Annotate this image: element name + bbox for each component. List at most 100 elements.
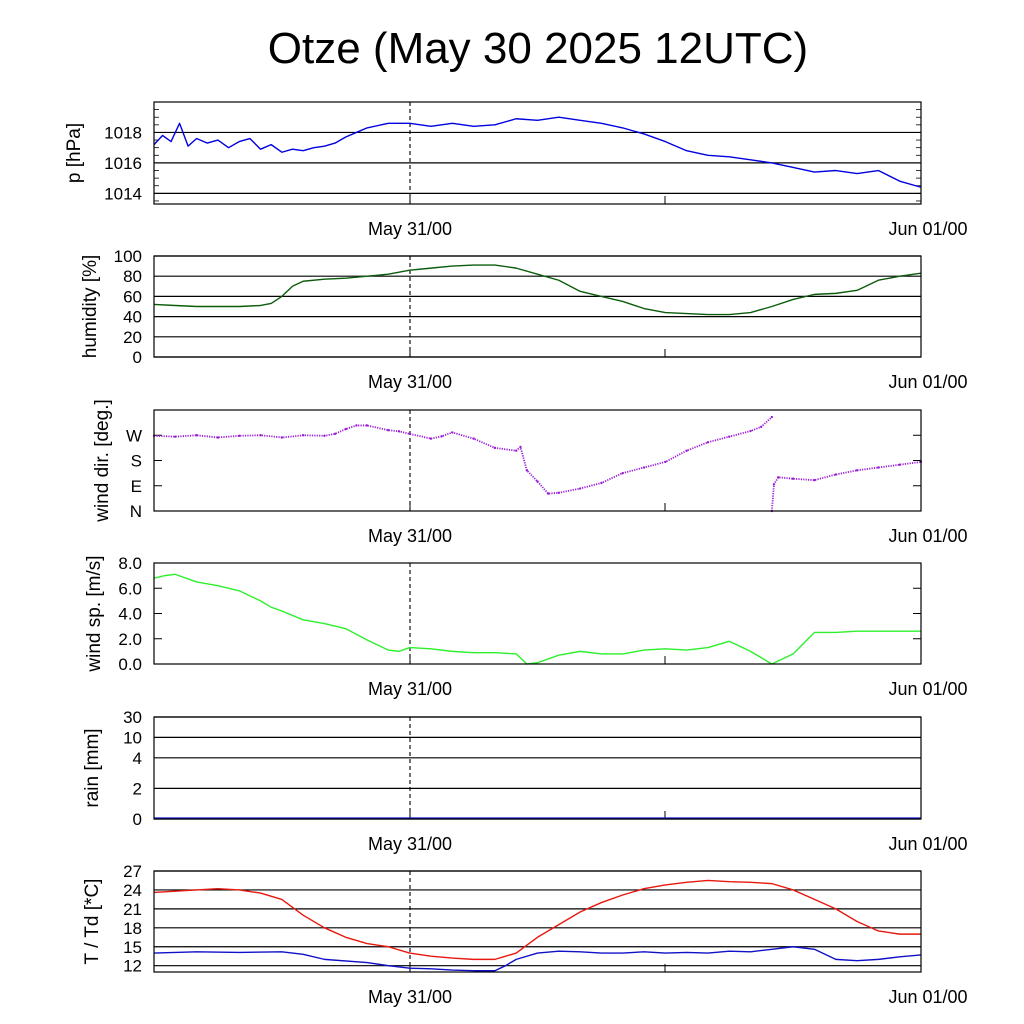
data-point bbox=[600, 481, 603, 485]
y-tick-label: 0 bbox=[133, 810, 142, 829]
data-point bbox=[195, 434, 198, 437]
data-point bbox=[280, 436, 284, 439]
data-point bbox=[760, 425, 763, 429]
x-tick-label: Jun 01/00 bbox=[888, 526, 967, 546]
data-point bbox=[772, 483, 776, 486]
data-point bbox=[749, 429, 752, 433]
data-point bbox=[514, 449, 518, 452]
y-tick-label: 15 bbox=[123, 938, 142, 957]
y-tick-label: 10 bbox=[123, 728, 142, 747]
data-point bbox=[301, 434, 305, 437]
data-point bbox=[429, 437, 433, 440]
y-tick-label: 8.0 bbox=[118, 554, 142, 573]
y-tick-label: N bbox=[130, 502, 142, 521]
y-tick-label: 0 bbox=[133, 348, 142, 367]
x-tick-label: May 31/00 bbox=[368, 987, 452, 1007]
y-tick-label: W bbox=[126, 426, 142, 445]
y-tick-label: 1018 bbox=[104, 123, 142, 142]
y-tick-label: S bbox=[131, 452, 142, 471]
data-point bbox=[408, 432, 411, 436]
data-point bbox=[685, 449, 688, 452]
panel-pressure: 1014 1016 1018 p [hPa] May 31/00 Jun 01/00 bbox=[64, 101, 968, 239]
data-point bbox=[519, 445, 522, 449]
y-axis-label: wind sp. [m/s] bbox=[84, 555, 105, 672]
data-point bbox=[706, 441, 710, 444]
data-point bbox=[493, 446, 497, 450]
y-tick-label: 30 bbox=[123, 708, 142, 727]
x-tick-label: May 31/00 bbox=[368, 219, 452, 239]
y-tick-label: 2 bbox=[133, 779, 142, 798]
data-point bbox=[472, 437, 475, 440]
x-tick-label: Jun 01/00 bbox=[888, 987, 967, 1007]
y-tick-label: 1014 bbox=[104, 184, 142, 203]
y-tick-label: 4 bbox=[133, 749, 142, 768]
panel-frame bbox=[153, 870, 922, 973]
data-point bbox=[621, 471, 624, 475]
x-tick-label: Jun 01/00 bbox=[888, 219, 967, 239]
y-tick-label: 2.0 bbox=[118, 630, 142, 649]
data-point bbox=[344, 427, 347, 431]
data-point bbox=[578, 487, 582, 490]
data-point bbox=[834, 473, 837, 476]
data-point bbox=[174, 435, 177, 438]
y-tick-label: E bbox=[131, 477, 142, 496]
data-point bbox=[238, 434, 241, 438]
data-point bbox=[216, 436, 220, 439]
data-point bbox=[440, 435, 443, 438]
y-tick-label: 12 bbox=[123, 957, 142, 976]
data-point bbox=[387, 429, 390, 432]
y-tick-label: 24 bbox=[123, 881, 142, 900]
y-axis-label: T / Td [*C] bbox=[82, 879, 103, 965]
series-winddir-1 bbox=[770, 460, 923, 513]
data-point bbox=[877, 466, 880, 469]
panel-frame bbox=[153, 562, 922, 665]
data-point bbox=[451, 431, 454, 434]
panel-frame bbox=[153, 409, 922, 512]
y-axis-label: rain [mm] bbox=[82, 728, 103, 807]
data-point bbox=[813, 478, 816, 482]
y-axis-label: wind dir. [deg.] bbox=[92, 399, 113, 523]
data-point bbox=[546, 492, 550, 495]
data-point bbox=[728, 435, 731, 438]
x-tick-label: May 31/00 bbox=[368, 526, 452, 546]
y-tick-label: 4.0 bbox=[118, 605, 142, 624]
data-point bbox=[855, 469, 859, 472]
y-tick-label: 21 bbox=[123, 900, 142, 919]
y-tick-label: 20 bbox=[123, 328, 142, 347]
x-tick-label: May 31/00 bbox=[368, 372, 452, 392]
y-tick-label: 100 bbox=[114, 247, 142, 266]
x-tick-label: Jun 01/00 bbox=[888, 834, 967, 854]
data-point bbox=[557, 491, 561, 494]
data-point bbox=[397, 430, 401, 433]
y-tick-label: 40 bbox=[123, 308, 142, 327]
y-tick-label: 60 bbox=[123, 287, 142, 306]
x-tick-label: May 31/00 bbox=[368, 834, 452, 854]
data-point bbox=[323, 434, 326, 438]
data-point bbox=[777, 476, 780, 479]
x-tick-label: May 31/00 bbox=[368, 679, 452, 699]
series-humidity-0 bbox=[153, 264, 922, 316]
series-pressure-0 bbox=[153, 116, 922, 188]
y-tick-label: 80 bbox=[123, 267, 142, 286]
data-point bbox=[525, 469, 529, 472]
y-tick-label: 6.0 bbox=[118, 579, 142, 598]
data-point bbox=[365, 424, 369, 427]
series-winddir-0 bbox=[152, 415, 774, 495]
data-point bbox=[536, 480, 539, 483]
panel-frame bbox=[153, 101, 922, 205]
panel-frame bbox=[153, 255, 922, 358]
series-temperature-0 bbox=[153, 879, 921, 961]
x-tick-label: Jun 01/00 bbox=[888, 679, 967, 699]
panel-frame bbox=[153, 716, 922, 820]
data-point bbox=[355, 424, 358, 427]
y-tick-label: 1016 bbox=[104, 154, 142, 173]
y-axis-label: p [hPa] bbox=[64, 123, 85, 183]
y-tick-label: 18 bbox=[123, 919, 142, 938]
x-tick-label: Jun 01/00 bbox=[888, 372, 967, 392]
y-tick-label: 0.0 bbox=[118, 655, 142, 674]
data-point bbox=[259, 434, 262, 437]
data-point bbox=[791, 477, 795, 480]
